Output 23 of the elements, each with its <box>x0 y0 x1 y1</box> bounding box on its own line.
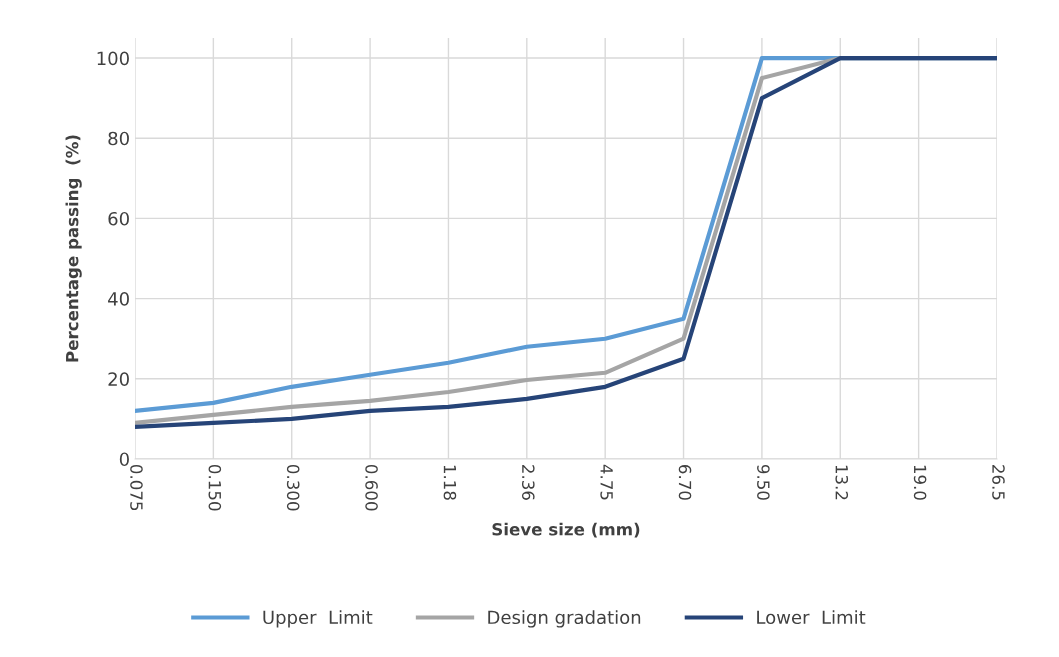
legend-label: Lower Limit <box>757 610 866 625</box>
x-tick-label: 26.5 <box>992 465 1005 500</box>
x-tick-label: 0.300 <box>286 464 300 511</box>
y-tick-label: 100 <box>97 51 129 66</box>
legend-label: Design gradation <box>488 610 641 628</box>
y-tick-label: 60 <box>108 211 129 226</box>
x-tick-label: 19.0 <box>913 465 927 500</box>
legend-label: Upper Limit <box>263 610 373 628</box>
x-tick-label: 9.50 <box>757 464 770 500</box>
x-tick-label: 13.2 <box>835 465 849 500</box>
x-tick-label: 0.150 <box>208 464 222 511</box>
x-tick-label: 2.36 <box>521 465 535 500</box>
y-tick-label: 80 <box>108 131 129 146</box>
y-axis-title: Percentage passing (%) <box>65 135 82 362</box>
y-tick-label: 20 <box>108 372 129 386</box>
x-tick-label: 1.18 <box>443 465 457 500</box>
x-axis-title: Sieve size (mm) <box>492 522 640 538</box>
x-tick-label: 0.600 <box>365 464 378 511</box>
y-tick-label: 40 <box>108 292 129 306</box>
x-tick-label: 6.70 <box>678 465 692 500</box>
y-tick-label: 0 <box>119 452 129 467</box>
x-tick-label: 0.075 <box>130 464 143 511</box>
x-tick-label: 4.75 <box>600 464 613 500</box>
